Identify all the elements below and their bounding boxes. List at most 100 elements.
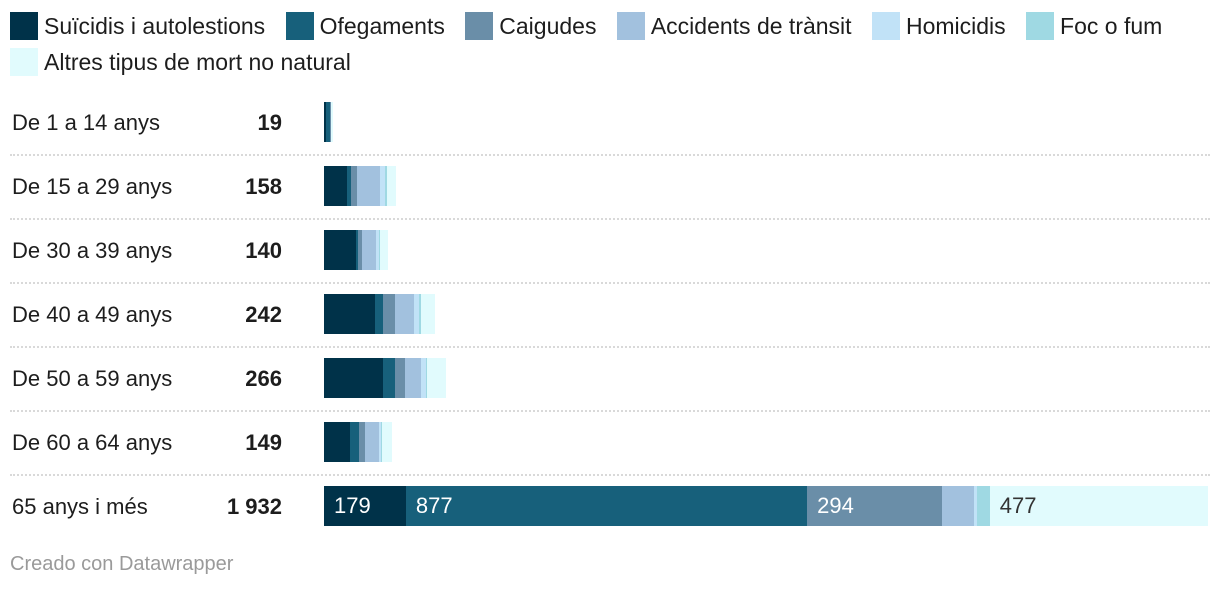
bar-segment bbox=[324, 230, 357, 270]
chart-row: De 50 a 59 anys 266 bbox=[10, 348, 1210, 412]
bar-segment bbox=[404, 358, 421, 398]
bar-segment bbox=[325, 102, 331, 142]
bar-segment bbox=[356, 166, 380, 206]
legend-label: Ofegaments bbox=[319, 13, 445, 39]
chart-row: De 40 a 49 anys 242 bbox=[10, 284, 1210, 348]
chart-row: De 30 a 39 anys 140 bbox=[10, 220, 1210, 284]
bar-segment bbox=[358, 422, 366, 462]
legend-label: Accidents de trànsit bbox=[650, 13, 852, 39]
bar-segment bbox=[375, 294, 384, 334]
legend-item: Altres tipus de mort no natural bbox=[10, 48, 351, 76]
category-label: De 30 a 39 anys bbox=[12, 238, 173, 263]
legend-item: Accidents de trànsit bbox=[616, 12, 852, 40]
category-label: De 1 a 14 anys bbox=[12, 110, 160, 135]
category-label: De 40 a 49 anys bbox=[12, 302, 173, 327]
bar-segment: 179 bbox=[324, 486, 406, 526]
chart-row: De 1 a 14 anys 19 bbox=[10, 92, 1210, 156]
bar-segment bbox=[379, 230, 389, 270]
stacked-bar bbox=[324, 358, 1208, 398]
bar-segment bbox=[383, 358, 396, 398]
stacked-bar-chart: De 1 a 14 anys 19 De 15 a 29 anys 158 De 30 … bbox=[10, 92, 1210, 538]
legend-item: Homicidis bbox=[871, 12, 1006, 40]
bar-segment bbox=[378, 230, 380, 270]
bar-segment bbox=[426, 358, 446, 398]
chart-row: De 15 a 29 anys 158 bbox=[10, 156, 1210, 220]
bar-segment bbox=[349, 422, 359, 462]
stacked-bar bbox=[324, 422, 1208, 462]
legend-swatch bbox=[10, 48, 38, 76]
bar-segment bbox=[385, 166, 387, 206]
footer-credit: Creado con Datawrapper bbox=[10, 553, 234, 575]
legend-item: Ofegaments bbox=[285, 12, 445, 40]
bar-segment bbox=[413, 294, 420, 334]
legend-label: Caigudes bbox=[499, 13, 597, 39]
bar-segment bbox=[378, 422, 381, 462]
legend-swatch bbox=[285, 12, 314, 40]
bar-segment bbox=[346, 166, 351, 206]
stacked-bar bbox=[324, 230, 1208, 270]
legend-item: Caigudes bbox=[465, 12, 597, 40]
bar-segment bbox=[977, 486, 990, 526]
legend-label: Homicidis bbox=[905, 13, 1006, 39]
bar-segment bbox=[941, 486, 974, 526]
data-label: 877 bbox=[415, 493, 453, 518]
bar-segment bbox=[383, 294, 396, 334]
bar-segment bbox=[379, 166, 386, 206]
bar-segment: 477 bbox=[989, 486, 1208, 526]
bar-segment bbox=[973, 486, 978, 526]
bar-segment bbox=[324, 294, 376, 334]
legend-swatch bbox=[871, 12, 900, 40]
bar-segment bbox=[324, 166, 347, 206]
legend-swatch bbox=[1026, 12, 1055, 40]
chart-row: 65 anys i més 1 932 179 877 294 477 bbox=[10, 476, 1210, 538]
category-label: De 60 a 64 anys bbox=[12, 430, 173, 455]
legend-label: Suïcidis i autolestions bbox=[44, 13, 266, 39]
chart-legend: Suïcidis i autolestions Ofegaments Caigu… bbox=[10, 8, 1190, 80]
bar-segment bbox=[425, 358, 427, 398]
bar-segment bbox=[357, 230, 362, 270]
legend-item: Foc o fum bbox=[1026, 12, 1163, 40]
chart-row: De 60 a 64 anys 149 bbox=[10, 412, 1210, 476]
bar-segment bbox=[395, 294, 414, 334]
row-total: 266 bbox=[245, 366, 282, 391]
bar-segment: 877 bbox=[405, 486, 808, 526]
row-total: 149 bbox=[245, 430, 282, 455]
row-total: 242 bbox=[245, 302, 282, 327]
legend-label: Foc o fum bbox=[1060, 13, 1163, 39]
data-label: 294 bbox=[817, 493, 854, 518]
legend-item: Suïcidis i autolestions bbox=[10, 12, 266, 40]
row-total: 140 bbox=[245, 238, 282, 263]
bar-segment bbox=[380, 422, 383, 462]
bar-segment bbox=[365, 422, 379, 462]
bar-segment bbox=[395, 358, 405, 398]
stacked-bar bbox=[324, 166, 1208, 206]
bar-segment bbox=[420, 358, 426, 398]
legend-swatch bbox=[10, 12, 38, 40]
bar-segment bbox=[375, 230, 379, 270]
bar-segment bbox=[324, 358, 384, 398]
row-total: 1 932 bbox=[226, 494, 282, 519]
bar-segment bbox=[419, 294, 421, 334]
data-label: 179 bbox=[334, 493, 371, 518]
bar-segment bbox=[356, 230, 358, 270]
bar-segment bbox=[324, 422, 350, 462]
bar-segment bbox=[324, 102, 326, 142]
bar-segment bbox=[330, 102, 332, 142]
stacked-bar bbox=[324, 102, 1208, 142]
row-total: 19 bbox=[257, 110, 282, 135]
legend-swatch bbox=[616, 12, 645, 40]
category-label: De 50 a 59 anys bbox=[12, 366, 173, 391]
bar-segment bbox=[350, 166, 357, 206]
legend-swatch bbox=[465, 12, 494, 40]
bar-segment bbox=[361, 230, 376, 270]
category-label: De 15 a 29 anys bbox=[12, 174, 173, 199]
stacked-bar bbox=[324, 294, 1208, 334]
stacked-bar: 179 877 294 477 bbox=[324, 486, 1208, 526]
data-label: 477 bbox=[999, 493, 1037, 518]
legend-label: Altres tipus de mort no natural bbox=[44, 49, 351, 75]
bar-segment bbox=[421, 294, 435, 334]
category-label: 65 anys i més bbox=[12, 494, 148, 519]
row-total: 158 bbox=[245, 174, 282, 199]
bar-segment: 294 bbox=[807, 486, 942, 526]
bar-segment bbox=[382, 422, 393, 462]
